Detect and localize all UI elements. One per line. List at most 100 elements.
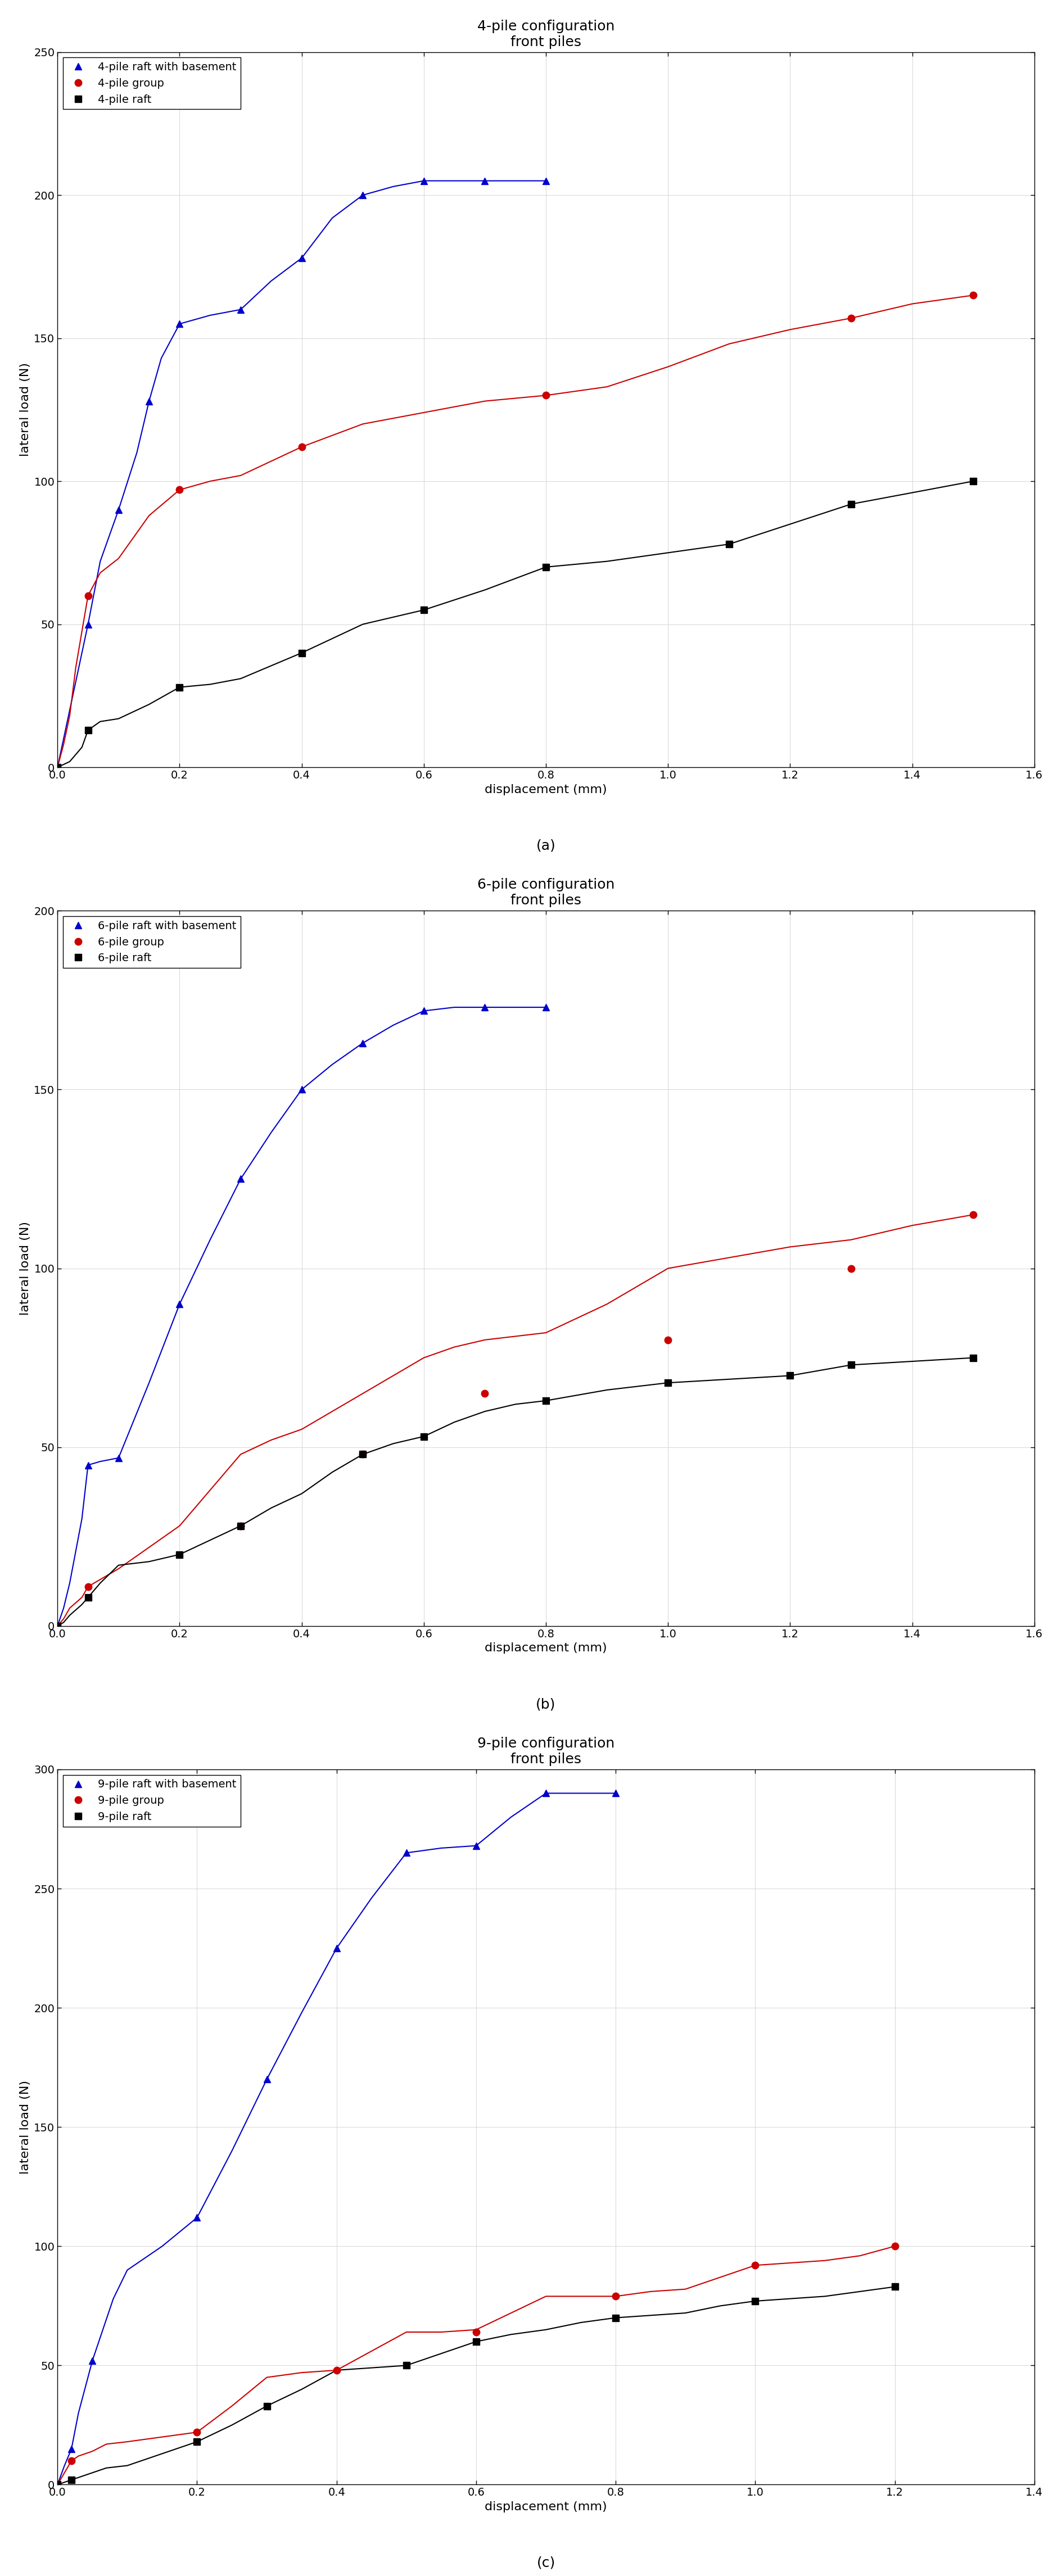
- 6-pile raft: [966, 1342, 979, 1373]
- 9-pile raft with basement: [260, 2063, 273, 2094]
- Legend: 4-pile raft with basement, 4-pile group, 4-pile raft: 4-pile raft with basement, 4-pile group,…: [63, 57, 241, 108]
- 4-pile raft with basement: [51, 752, 64, 783]
- 6-pile group: [82, 1571, 95, 1602]
- 9-pile raft: [609, 2303, 621, 2334]
- 4-pile raft with basement: [82, 608, 95, 639]
- 6-pile raft with basement: [478, 992, 491, 1023]
- 6-pile raft: [234, 1510, 246, 1540]
- 4-pile raft with basement: [478, 165, 491, 196]
- 6-pile raft with basement: [356, 1028, 369, 1059]
- 6-pile raft: [356, 1440, 369, 1471]
- Title: 6-pile configuration
front piles: 6-pile configuration front piles: [477, 878, 614, 907]
- 9-pile raft: [260, 2391, 273, 2421]
- 4-pile raft with basement: [173, 309, 186, 340]
- Line: 9-pile raft with basement: 9-pile raft with basement: [54, 1790, 619, 2488]
- 6-pile raft with basement: [82, 1450, 95, 1481]
- 6-pile group: [966, 1200, 979, 1231]
- 6-pile group: [356, 1440, 369, 1471]
- 4-pile raft with basement: [295, 242, 308, 273]
- 9-pile raft with basement: [51, 2470, 64, 2501]
- 4-pile group: [82, 580, 95, 611]
- 4-pile group: [539, 379, 552, 410]
- Y-axis label: lateral load (N): lateral load (N): [19, 363, 31, 456]
- 9-pile raft with basement: [65, 2434, 78, 2465]
- 6-pile raft with basement: [539, 992, 552, 1023]
- 6-pile raft with basement: [113, 1443, 125, 1473]
- 9-pile raft with basement: [469, 1829, 482, 1860]
- 4-pile group: [173, 474, 186, 505]
- Legend: 6-pile raft with basement, 6-pile group, 6-pile raft: 6-pile raft with basement, 6-pile group,…: [63, 917, 241, 969]
- 9-pile raft with basement: [190, 2202, 203, 2233]
- 9-pile raft: [469, 2326, 482, 2357]
- 9-pile group: [469, 2316, 482, 2347]
- 4-pile raft: [966, 466, 979, 497]
- 4-pile raft: [844, 489, 857, 520]
- 9-pile raft with basement: [86, 2344, 99, 2375]
- 6-pile raft with basement: [234, 1164, 246, 1195]
- X-axis label: displacement (mm): displacement (mm): [484, 783, 606, 796]
- Line: 4-pile group: 4-pile group: [54, 291, 976, 770]
- Y-axis label: lateral load (N): lateral load (N): [19, 2079, 31, 2174]
- 9-pile raft: [749, 2285, 761, 2316]
- 4-pile group: [51, 752, 64, 783]
- 9-pile group: [609, 2280, 621, 2311]
- Line: 6-pile group: 6-pile group: [54, 1211, 976, 1631]
- 9-pile raft with basement: [609, 1777, 621, 1808]
- 6-pile group: [478, 1378, 491, 1409]
- 6-pile raft with basement: [173, 1288, 186, 1319]
- 9-pile raft with basement: [399, 1837, 412, 1868]
- 9-pile group: [65, 2445, 78, 2476]
- 4-pile raft: [722, 528, 735, 559]
- 6-pile raft: [417, 1422, 430, 1453]
- 6-pile group: [844, 1252, 857, 1283]
- 4-pile group: [844, 304, 857, 335]
- 4-pile raft with basement: [356, 180, 369, 211]
- Text: (b): (b): [535, 1698, 555, 1710]
- Line: 4-pile raft with basement: 4-pile raft with basement: [54, 178, 549, 770]
- Line: 6-pile raft: 6-pile raft: [54, 1355, 976, 1631]
- X-axis label: displacement (mm): displacement (mm): [484, 2501, 606, 2512]
- 9-pile group: [190, 2416, 203, 2447]
- Text: (c): (c): [536, 2555, 555, 2571]
- 9-pile raft: [888, 2272, 901, 2303]
- Line: 9-pile raft: 9-pile raft: [54, 2282, 897, 2488]
- 9-pile raft with basement: [330, 1932, 343, 1963]
- 9-pile group: [51, 2470, 64, 2501]
- 4-pile raft: [295, 636, 308, 667]
- 9-pile raft with basement: [539, 1777, 552, 1808]
- Line: 4-pile raft: 4-pile raft: [54, 477, 976, 770]
- 6-pile group: [234, 1510, 246, 1540]
- 6-pile raft: [662, 1368, 674, 1399]
- 4-pile raft with basement: [234, 294, 246, 325]
- 4-pile raft: [51, 752, 64, 783]
- 9-pile group: [888, 2231, 901, 2262]
- X-axis label: displacement (mm): displacement (mm): [484, 1643, 606, 1654]
- 6-pile raft: [173, 1538, 186, 1569]
- 9-pile raft: [51, 2470, 64, 2501]
- 6-pile raft: [539, 1386, 552, 1417]
- Line: 9-pile group: 9-pile group: [54, 2244, 897, 2488]
- 6-pile group: [662, 1324, 674, 1355]
- 4-pile raft with basement: [113, 495, 125, 526]
- 4-pile raft with basement: [142, 386, 155, 417]
- 4-pile group: [966, 281, 979, 312]
- 4-pile raft with basement: [417, 165, 430, 196]
- Title: 9-pile configuration
front piles: 9-pile configuration front piles: [477, 1736, 614, 1767]
- 9-pile raft: [190, 2427, 203, 2458]
- 9-pile group: [749, 2249, 761, 2280]
- 4-pile raft: [539, 551, 552, 582]
- 9-pile raft: [65, 2465, 78, 2496]
- 6-pile raft with basement: [295, 1074, 308, 1105]
- 4-pile raft: [173, 672, 186, 703]
- 9-pile raft: [399, 2349, 412, 2380]
- 6-pile raft with basement: [51, 1610, 64, 1641]
- 6-pile raft: [51, 1610, 64, 1641]
- Title: 4-pile configuration
front piles: 4-pile configuration front piles: [477, 21, 614, 49]
- Y-axis label: lateral load (N): lateral load (N): [19, 1221, 31, 1316]
- 6-pile raft with basement: [417, 994, 430, 1025]
- 4-pile group: [295, 430, 308, 461]
- Text: (a): (a): [536, 840, 555, 853]
- 4-pile raft: [417, 595, 430, 626]
- 9-pile group: [330, 2354, 343, 2385]
- 4-pile raft with basement: [539, 165, 552, 196]
